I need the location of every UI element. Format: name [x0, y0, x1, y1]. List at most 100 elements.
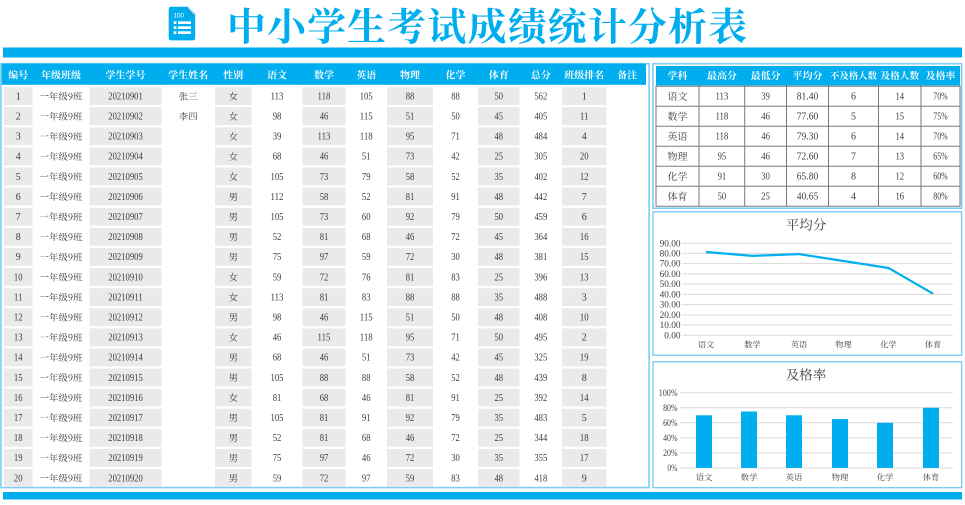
svg-text:392: 392 [534, 393, 547, 404]
svg-text:20210901: 20210901 [108, 91, 143, 102]
svg-text:40.00: 40.00 [660, 290, 681, 300]
svg-text:81.40: 81.40 [797, 92, 819, 103]
svg-text:20210918: 20210918 [108, 433, 143, 444]
svg-text:46: 46 [761, 152, 770, 163]
svg-text:113: 113 [318, 132, 331, 143]
svg-text:113: 113 [271, 292, 284, 303]
svg-text:14: 14 [896, 92, 905, 103]
svg-text:65%: 65% [933, 152, 947, 163]
svg-text:81: 81 [320, 292, 329, 303]
svg-text:83: 83 [362, 292, 371, 303]
svg-text:73: 73 [320, 172, 329, 183]
svg-text:42: 42 [451, 152, 460, 163]
svg-text:0.00: 0.00 [664, 331, 681, 341]
svg-text:115: 115 [360, 112, 373, 123]
svg-text:4: 4 [582, 132, 587, 143]
svg-text:325: 325 [534, 353, 547, 364]
svg-text:439: 439 [534, 373, 547, 384]
svg-text:105: 105 [271, 212, 284, 223]
svg-text:70%: 70% [933, 92, 947, 103]
svg-text:113: 113 [715, 92, 728, 103]
svg-text:81: 81 [320, 433, 329, 444]
svg-text:115: 115 [360, 313, 373, 324]
svg-text:88: 88 [406, 292, 415, 303]
svg-text:20210920: 20210920 [108, 473, 143, 484]
svg-text:72: 72 [406, 252, 415, 263]
svg-text:92: 92 [406, 413, 415, 424]
svg-text:113: 113 [271, 91, 284, 102]
svg-text:7: 7 [16, 212, 21, 223]
svg-text:16: 16 [14, 393, 23, 404]
svg-text:51: 51 [406, 112, 415, 123]
svg-text:13: 13 [14, 333, 23, 344]
svg-text:9: 9 [582, 473, 587, 484]
svg-text:68: 68 [362, 232, 371, 243]
svg-text:79: 79 [451, 413, 460, 424]
svg-text:8: 8 [16, 232, 21, 243]
svg-text:45: 45 [495, 232, 504, 243]
svg-text:17: 17 [580, 453, 589, 464]
svg-text:118: 118 [318, 91, 331, 102]
svg-text:75%: 75% [933, 112, 947, 123]
svg-text:20: 20 [14, 473, 23, 484]
svg-text:95: 95 [406, 333, 415, 344]
svg-text:11: 11 [580, 112, 589, 123]
svg-text:58: 58 [406, 172, 415, 183]
svg-text:35: 35 [495, 453, 504, 464]
svg-text:10: 10 [580, 313, 589, 324]
svg-text:98: 98 [273, 313, 282, 324]
svg-text:81: 81 [406, 272, 415, 283]
svg-text:12: 12 [14, 313, 23, 324]
svg-text:81: 81 [320, 413, 329, 424]
svg-text:18: 18 [580, 433, 589, 444]
svg-text:405: 405 [534, 112, 547, 123]
svg-text:46: 46 [320, 313, 329, 324]
svg-text:76: 76 [362, 272, 371, 283]
svg-text:5: 5 [851, 112, 856, 123]
svg-text:115: 115 [318, 333, 331, 344]
svg-text:20210905: 20210905 [108, 172, 143, 183]
svg-text:98: 98 [273, 112, 282, 123]
svg-text:72: 72 [406, 453, 415, 464]
svg-text:46: 46 [761, 112, 770, 123]
svg-text:5: 5 [16, 172, 21, 183]
svg-text:118: 118 [715, 132, 728, 143]
svg-text:4: 4 [16, 152, 21, 163]
svg-text:90.00: 90.00 [660, 239, 681, 249]
svg-text:73: 73 [406, 152, 415, 163]
svg-text:73: 73 [406, 353, 415, 364]
svg-text:95: 95 [718, 152, 727, 163]
svg-text:83: 83 [451, 272, 460, 283]
svg-text:73: 73 [320, 212, 329, 223]
svg-text:19: 19 [580, 353, 589, 364]
svg-text:65.80: 65.80 [797, 172, 819, 183]
svg-text:25: 25 [495, 152, 504, 163]
svg-text:91: 91 [451, 393, 460, 404]
svg-text:488: 488 [534, 292, 547, 303]
svg-text:48: 48 [495, 252, 504, 263]
svg-text:72: 72 [320, 272, 329, 283]
svg-text:100: 100 [173, 12, 184, 19]
svg-text:40.65: 40.65 [797, 192, 819, 203]
svg-text:97: 97 [362, 473, 371, 484]
svg-text:118: 118 [360, 132, 373, 143]
svg-text:14: 14 [580, 393, 589, 404]
svg-text:88: 88 [362, 373, 371, 384]
svg-text:20210917: 20210917 [108, 413, 143, 424]
svg-text:46: 46 [273, 333, 282, 344]
svg-text:20210909: 20210909 [108, 252, 143, 263]
svg-text:7: 7 [582, 192, 587, 203]
svg-text:30: 30 [451, 252, 460, 263]
svg-text:6: 6 [582, 212, 587, 223]
svg-text:381: 381 [534, 252, 547, 263]
svg-text:52: 52 [273, 433, 282, 444]
svg-text:20: 20 [580, 152, 589, 163]
svg-text:30: 30 [451, 453, 460, 464]
svg-text:105: 105 [271, 413, 284, 424]
svg-text:60.00: 60.00 [660, 270, 681, 280]
svg-text:0%: 0% [667, 464, 677, 474]
svg-text:3: 3 [582, 292, 587, 303]
svg-text:20210906: 20210906 [108, 192, 143, 203]
svg-text:79: 79 [451, 212, 460, 223]
svg-text:118: 118 [715, 112, 728, 123]
